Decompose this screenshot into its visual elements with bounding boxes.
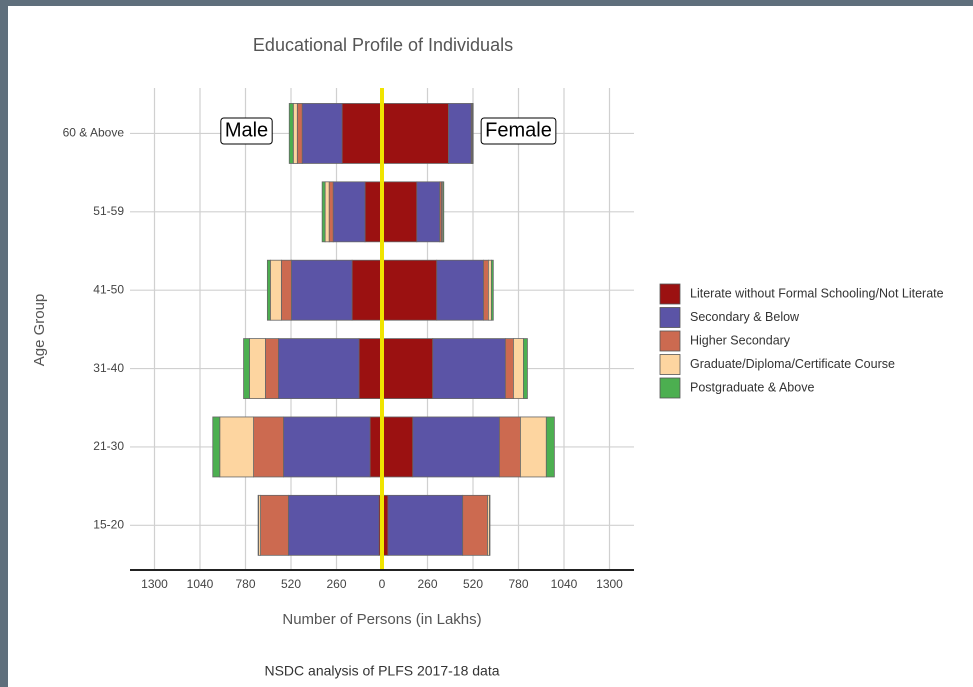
y-tick-label: 41-50 [93,282,124,296]
bar-segment [292,103,298,164]
bar-segment [260,494,289,556]
y-tick-label: 15-20 [93,517,124,531]
x-tick-label: 1300 [596,577,623,591]
legend-swatch [659,377,681,399]
legend-swatch [659,307,681,328]
bar-segment [266,259,271,321]
legend-label: Secondary & Below [690,310,800,324]
legend-swatch [659,283,681,305]
bar-segment [269,259,282,321]
x-tick-label: 520 [281,577,301,591]
bar-segment [387,494,464,556]
y-tick-label: 21-30 [93,439,124,453]
legend-swatch [659,354,681,375]
bar-segment [499,416,521,478]
bar-segment [351,259,383,321]
legend-label: Literate without Formal Schooling/Not Li… [690,286,944,300]
x-tick-label: 780 [508,577,528,591]
x-tick-label: 1040 [551,577,578,591]
x-tick-label: 260 [417,577,437,591]
bar-segment [212,416,221,478]
bar-segment [416,181,441,243]
x-tick-label: 780 [235,577,255,591]
bar-segment [288,103,294,164]
bar-segment [489,494,491,556]
bar-segment [483,259,489,321]
bar-segment [432,338,506,399]
bar-segment [290,259,353,321]
bar-segment [504,338,514,399]
bar-segment [341,103,383,164]
bar-segment [277,338,360,399]
bar-segment [287,494,380,556]
bar-segment [249,338,266,399]
bar-segment [301,103,343,164]
annotation-box [220,117,273,145]
bar-segment [283,416,371,478]
bar-segment [257,494,260,556]
bar-segment [490,259,494,321]
bar-segment [436,259,484,321]
legend-swatch [659,330,681,352]
y-tick-label: 60 & Above [63,126,125,140]
x-tick-label: 1300 [141,577,168,591]
annotation-male: Male [220,117,273,145]
x-tick-label: 520 [463,577,483,591]
bar-segment [381,416,414,478]
bar-segment [381,338,434,399]
bar-segment [472,103,474,164]
annotation-box [480,117,557,145]
chart-title: Educational Profile of Individuals [253,35,513,55]
bar-segment [513,338,524,399]
frame-top [0,0,973,6]
bar-segment [381,181,418,243]
bar-segment [219,416,254,478]
annotation-text: Male [225,119,268,141]
y-tick-label: 31-40 [93,361,124,375]
bar-segment [332,181,366,243]
bar-segment [487,259,492,321]
frame-left [0,0,8,687]
bar-segment [358,338,383,399]
bar-segment [545,416,555,478]
y-tick-label: 51-59 [93,204,124,218]
y-axis-label: Age Group [31,294,48,367]
bar-segment [523,338,528,399]
bar-segment [442,181,445,243]
bar-segment [321,181,326,243]
bar-segment [296,103,303,164]
bar-segment [520,416,547,478]
bar-segment [265,338,279,399]
bar-segment [364,181,383,243]
caption: NSDC analysis of PLFS 2017-18 data [264,663,499,679]
bar-segment [243,338,250,399]
annotation-female: Female [480,117,557,145]
annotation-text: Female [485,119,552,141]
bar-segment [381,103,449,164]
legend-label: Graduate/Diploma/Certificate Course [690,357,895,371]
bar-segment [448,103,472,164]
bar-segment [280,259,292,321]
bar-segment [324,181,330,243]
x-tick-label: 260 [326,577,346,591]
legend-label: Higher Secondary [690,333,791,347]
bar-segment [253,416,284,478]
x-tick-label: 0 [379,577,386,591]
x-tick-label: 1040 [187,577,214,591]
x-axis-label: Number of Persons (in Lakhs) [282,611,481,628]
bar-segment [412,416,500,478]
bar-segment [381,259,438,321]
bar-segment [462,494,488,556]
legend-label: Postgraduate & Above [690,380,814,394]
bar-segment [328,181,334,243]
